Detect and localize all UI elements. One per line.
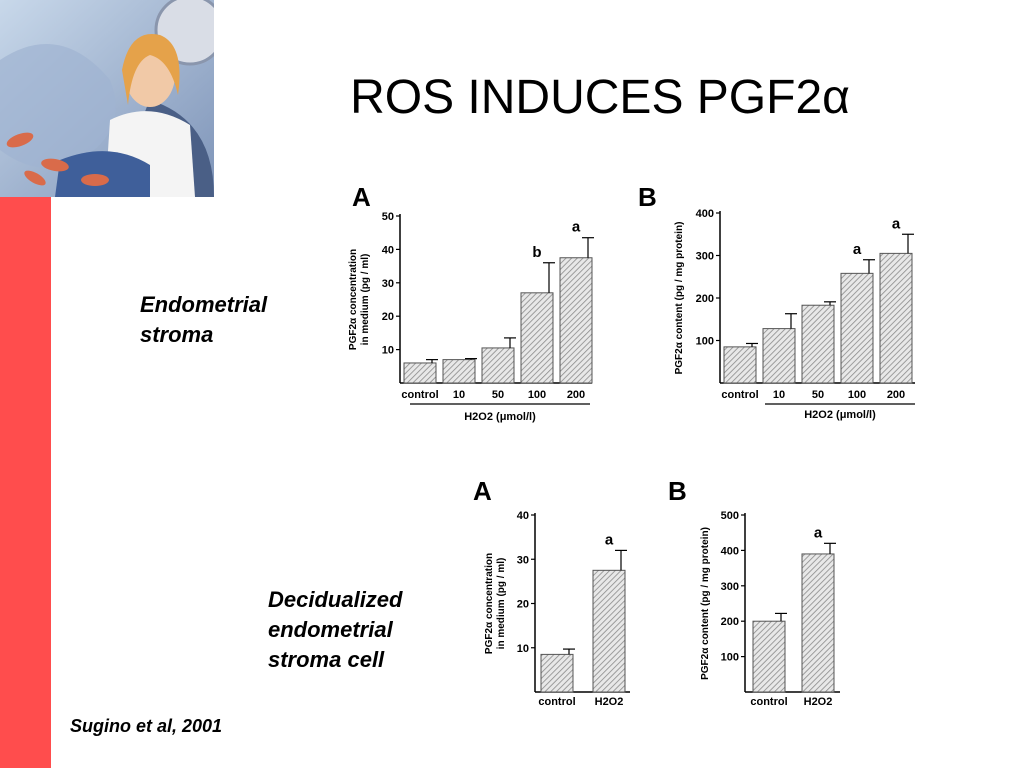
significance-label: a [853, 241, 862, 258]
significance-label: b [532, 244, 541, 261]
y-axis-label: in medium (pg / ml) [496, 558, 507, 650]
title-alpha-symbol: α [822, 71, 850, 124]
significance-label: a [892, 215, 901, 232]
citation: Sugino et al, 2001 [70, 716, 223, 736]
y-tick-label: 500 [721, 510, 739, 522]
y-tick-label: 20 [517, 599, 529, 611]
x-tick-label: H2O2 [804, 696, 833, 708]
y-tick-label: 200 [696, 293, 714, 305]
group-label: H2O2 (μmol/l) [804, 409, 876, 421]
y-axis-label: PGF2α concentration [484, 553, 495, 654]
group-label: H2O2 (μmol/l) [464, 411, 536, 423]
slide-title: ROS INDUCES PGF2α [250, 70, 950, 126]
label-line: Decidualized [268, 587, 403, 612]
y-tick-label: 30 [517, 554, 529, 566]
x-tick-label: control [401, 389, 438, 401]
label-decidualized-stroma: Decidualized endometrial stroma cell [268, 585, 402, 675]
panel-letter: A [473, 476, 492, 506]
bar [723, 346, 757, 384]
x-tick-label: 10 [773, 389, 785, 401]
chart-bottom-b: B 100 200 300 400 500 PGF2α content (pg / mg p… [668, 476, 840, 708]
chart-bottom-a: A 10 20 30 40 PGF2α concentration in medium (p… [473, 476, 630, 708]
bar [801, 553, 835, 693]
chart-top-a: A 10 20 30 40 50 PGF2α concentration in medium … [348, 182, 594, 423]
y-axis-label: in medium (pg / ml) [360, 254, 371, 346]
y-axis-label: PGF2α content (pg / mg protein) [674, 222, 685, 375]
chart-top-b: B 100 200 300 400 PGF2α content (pg / mg prot… [638, 182, 915, 421]
y-tick-label: 100 [721, 652, 739, 664]
panel-letter: B [638, 182, 657, 212]
x-tick-label: control [750, 696, 787, 708]
significance-label: a [605, 531, 614, 548]
bar [403, 362, 437, 384]
header-photo [0, 0, 214, 197]
x-tick-label: 10 [453, 389, 465, 401]
significance-label: a [814, 524, 823, 541]
y-tick-label: 40 [382, 244, 394, 256]
y-tick-label: 50 [382, 211, 394, 223]
bar [840, 272, 874, 384]
x-tick-label: 100 [848, 389, 866, 401]
y-tick-label: 300 [721, 581, 739, 593]
x-tick-label: H2O2 [595, 696, 624, 708]
y-tick-label: 30 [382, 278, 394, 290]
label-line: endometrial [268, 617, 393, 642]
x-tick-label: 50 [812, 389, 824, 401]
y-tick-label: 300 [696, 251, 714, 263]
y-tick-label: 400 [696, 208, 714, 220]
y-tick-label: 10 [382, 345, 394, 357]
panel-letter: B [668, 476, 687, 506]
y-tick-label: 40 [517, 510, 529, 522]
bar [520, 292, 554, 384]
label-endometrial-stroma: Endometrial stroma [140, 290, 267, 350]
title-text: ROS INDUCES PGF2 [350, 71, 823, 124]
y-axis-label: PGF2α concentration [348, 249, 359, 350]
bar [481, 347, 515, 384]
bar [540, 653, 574, 693]
significance-label: a [572, 219, 581, 236]
bar [442, 359, 476, 384]
y-tick-label: 200 [721, 616, 739, 628]
bar [801, 304, 835, 384]
y-tick-label: 20 [382, 311, 394, 323]
y-tick-label: 10 [517, 643, 529, 655]
x-tick-label: 50 [492, 389, 504, 401]
x-tick-label: control [721, 389, 758, 401]
label-line: Endometrial [140, 292, 268, 317]
x-tick-label: 100 [528, 389, 546, 401]
panel-letter: A [352, 182, 371, 212]
bar [559, 257, 593, 384]
label-line: stroma [140, 322, 214, 347]
y-tick-label: 100 [696, 336, 714, 348]
bar [879, 252, 913, 384]
label-line: stroma cell [268, 647, 385, 672]
y-axis-label: PGF2α content (pg / mg protein) [700, 527, 711, 680]
x-tick-label: 200 [887, 389, 905, 401]
x-tick-label: control [538, 696, 575, 708]
x-tick-label: 200 [567, 389, 585, 401]
header-photo-illustration [0, 0, 214, 197]
bar [752, 620, 786, 693]
y-tick-label: 400 [721, 545, 739, 557]
bar [762, 328, 796, 384]
bar [592, 569, 626, 693]
accent-bar [0, 197, 51, 768]
